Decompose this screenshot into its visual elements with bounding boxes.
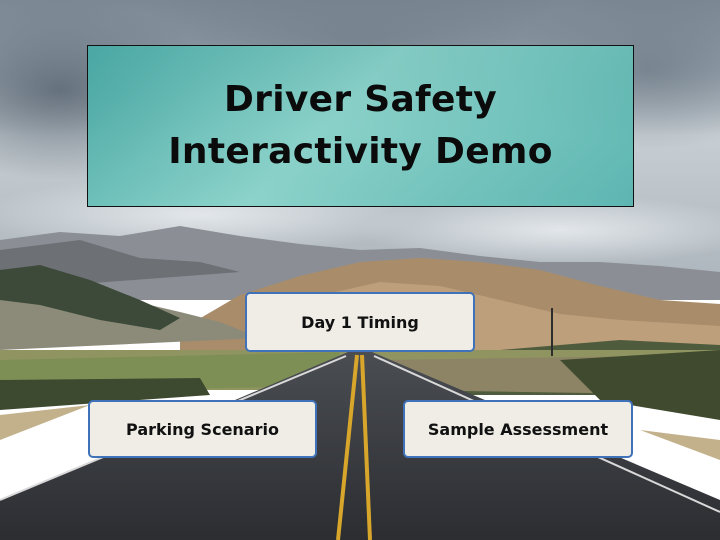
sample-assessment-button[interactable]: Sample Assessment — [403, 400, 633, 458]
title-box: Driver Safety Interactivity Demo — [87, 45, 634, 207]
title-line-1: Driver Safety — [223, 79, 498, 120]
title-line-2: Interactivity Demo — [168, 131, 553, 172]
day1-timing-button[interactable]: Day 1 Timing — [245, 292, 475, 352]
parking-scenario-button[interactable]: Parking Scenario — [88, 400, 317, 458]
